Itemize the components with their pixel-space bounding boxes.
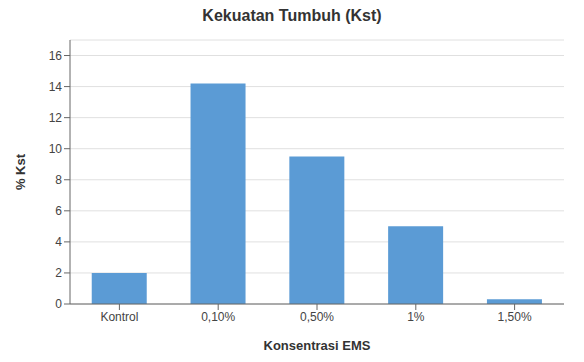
svg-text:1%: 1% bbox=[407, 310, 425, 324]
svg-text:14: 14 bbox=[49, 80, 63, 94]
svg-text:Konsentrasi EMS: Konsentrasi EMS bbox=[264, 338, 371, 353]
svg-text:16: 16 bbox=[49, 49, 63, 63]
svg-text:% Kst: % Kst bbox=[13, 153, 28, 190]
svg-text:2: 2 bbox=[55, 266, 62, 280]
svg-text:8: 8 bbox=[55, 173, 62, 187]
svg-text:4: 4 bbox=[55, 235, 62, 249]
svg-text:12: 12 bbox=[49, 111, 63, 125]
svg-text:10: 10 bbox=[49, 142, 63, 156]
svg-text:0,50%: 0,50% bbox=[300, 310, 334, 324]
html-text:Kekuatan Tumbuh (Kst): Kekuatan Tumbuh (Kst) bbox=[202, 7, 382, 24]
svg-text:0: 0 bbox=[55, 297, 62, 311]
svg-text:0,10%: 0,10% bbox=[201, 310, 235, 324]
svg-text:1,50%: 1,50% bbox=[498, 310, 532, 324]
svg-text:Kontrol: Kontrol bbox=[100, 310, 138, 324]
svg-text:6: 6 bbox=[55, 204, 62, 218]
